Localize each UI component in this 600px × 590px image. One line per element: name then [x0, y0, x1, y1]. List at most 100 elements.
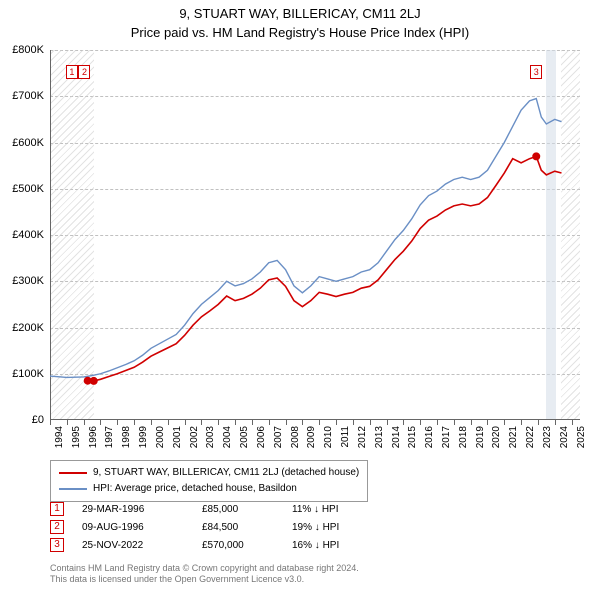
x-tick-label: 1994	[54, 426, 65, 448]
x-tick-label: 2012	[357, 426, 368, 448]
x-tick-label: 2013	[374, 426, 385, 448]
chart-title: 9, STUART WAY, BILLERICAY, CM11 2LJ	[0, 0, 600, 21]
x-tick-label: 2016	[424, 426, 435, 448]
x-tick-label: 2004	[222, 426, 233, 448]
sales-row-marker-box: 1	[50, 502, 64, 516]
legend-label: HPI: Average price, detached house, Basi…	[93, 481, 297, 497]
footer-attribution: Contains HM Land Registry data © Crown c…	[50, 563, 359, 586]
x-tick-label: 2014	[391, 426, 402, 448]
x-tick-label: 2010	[323, 426, 334, 448]
y-tick-label: £200K	[12, 322, 44, 334]
y-axis: £0£100K£200K£300K£400K£500K£600K£700K£80…	[0, 50, 50, 420]
x-tick	[370, 420, 371, 425]
footer-line-2: This data is licensed under the Open Gov…	[50, 574, 359, 586]
sales-table-row: 1 29-MAR-1996£85,00011% ↓ HPI	[50, 500, 382, 518]
y-tick-label: £500K	[12, 183, 44, 195]
x-tick	[521, 420, 522, 425]
legend-box: 9, STUART WAY, BILLERICAY, CM11 2LJ (det…	[50, 460, 368, 502]
chart-subtitle: Price paid vs. HM Land Registry's House …	[0, 21, 600, 40]
x-tick-label: 1999	[138, 426, 149, 448]
x-tick-label: 2009	[306, 426, 317, 448]
x-tick-label: 2022	[525, 426, 536, 448]
sale-marker-dot	[532, 152, 540, 160]
x-tick	[168, 420, 169, 425]
x-tick-label: 2011	[340, 426, 351, 448]
x-tick	[252, 420, 253, 425]
x-tick	[286, 420, 287, 425]
legend-label: 9, STUART WAY, BILLERICAY, CM11 2LJ (det…	[93, 465, 359, 481]
x-tick-label: 2000	[155, 426, 166, 448]
x-tick	[269, 420, 270, 425]
x-tick-label: 2025	[576, 426, 587, 448]
sales-row-date: 29-MAR-1996	[82, 504, 202, 515]
sale-marker-box: 1	[66, 65, 78, 79]
x-tick	[100, 420, 101, 425]
footer-line-1: Contains HM Land Registry data © Crown c…	[50, 563, 359, 575]
x-tick	[538, 420, 539, 425]
y-tick-label: £800K	[12, 44, 44, 56]
sales-row-pct: 11% ↓ HPI	[292, 504, 382, 515]
x-tick-label: 2002	[189, 426, 200, 448]
sales-row-marker-box: 3	[50, 538, 64, 552]
x-tick-label: 2020	[491, 426, 502, 448]
sale-marker-box: 2	[78, 65, 90, 79]
x-tick	[151, 420, 152, 425]
x-tick	[471, 420, 472, 425]
x-tick	[336, 420, 337, 425]
x-tick	[319, 420, 320, 425]
sales-table-row: 2 09-AUG-1996£84,50019% ↓ HPI	[50, 518, 382, 536]
sales-row-pct: 19% ↓ HPI	[292, 522, 382, 533]
sales-row-marker-box: 2	[50, 520, 64, 534]
x-tick	[67, 420, 68, 425]
y-tick-label: £300K	[12, 275, 44, 287]
sales-row-price: £85,000	[202, 504, 292, 515]
x-tick	[487, 420, 488, 425]
x-tick-label: 2018	[458, 426, 469, 448]
x-tick-label: 2019	[475, 426, 486, 448]
y-tick-label: £700K	[12, 90, 44, 102]
y-tick-label: £0	[32, 414, 44, 426]
sale-marker-dot	[90, 377, 98, 385]
legend-row: 9, STUART WAY, BILLERICAY, CM11 2LJ (det…	[59, 465, 359, 481]
sales-table: 1 29-MAR-1996£85,00011% ↓ HPI 2 09-AUG-1996…	[50, 500, 382, 554]
x-tick	[50, 420, 51, 425]
legend-row: HPI: Average price, detached house, Basi…	[59, 481, 359, 497]
x-tick	[454, 420, 455, 425]
x-tick	[437, 420, 438, 425]
legend-swatch	[59, 488, 87, 490]
y-tick-label: £400K	[12, 229, 44, 241]
sales-row-price: £84,500	[202, 522, 292, 533]
x-tick	[555, 420, 556, 425]
x-tick	[504, 420, 505, 425]
series-property	[88, 156, 562, 381]
x-tick-label: 2008	[290, 426, 301, 448]
y-tick-label: £100K	[12, 368, 44, 380]
x-tick-label: 2017	[441, 426, 452, 448]
chart-container: 9, STUART WAY, BILLERICAY, CM11 2LJ Pric…	[0, 0, 600, 590]
sale-marker-box: 3	[530, 65, 542, 79]
x-tick-label: 1996	[88, 426, 99, 448]
x-tick	[117, 420, 118, 425]
x-tick	[201, 420, 202, 425]
line-plot-svg	[50, 50, 580, 420]
x-tick	[353, 420, 354, 425]
sales-table-row: 325-NOV-2022£570,00016% ↓ HPI	[50, 536, 382, 554]
y-tick-label: £600K	[12, 137, 44, 149]
x-tick-label: 2023	[542, 426, 553, 448]
x-tick-label: 2024	[559, 426, 570, 448]
x-tick-label: 2003	[205, 426, 216, 448]
x-tick-label: 2001	[172, 426, 183, 448]
sales-row-date: 09-AUG-1996	[82, 522, 202, 533]
x-tick	[302, 420, 303, 425]
x-tick	[572, 420, 573, 425]
x-tick-label: 2021	[508, 426, 519, 448]
x-tick	[403, 420, 404, 425]
x-tick	[134, 420, 135, 425]
x-tick-label: 1997	[104, 426, 115, 448]
x-tick	[185, 420, 186, 425]
x-tick	[235, 420, 236, 425]
x-tick	[420, 420, 421, 425]
x-tick-label: 2007	[273, 426, 284, 448]
sales-row-pct: 16% ↓ HPI	[292, 540, 382, 551]
legend-swatch	[59, 472, 87, 474]
